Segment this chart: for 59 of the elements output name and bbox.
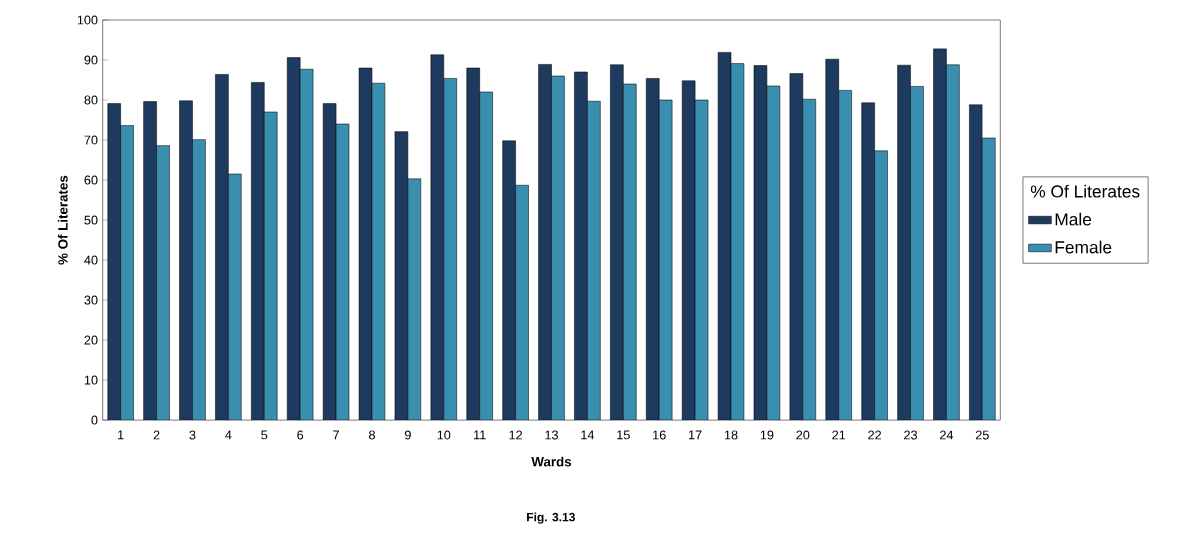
bar [910,86,924,421]
legend-label: Male [1055,212,1092,226]
x-tick-label: 11 [474,430,486,440]
bar [946,64,960,421]
bar [443,78,457,421]
bar [479,91,493,421]
x-tick-label: 19 [760,430,774,440]
x-tick-label: 9 [404,430,411,440]
x-tick-label: 21 [832,430,846,440]
x-tick-label: 5 [261,430,268,440]
bar [264,111,278,421]
x-tick-label: 15 [617,430,630,440]
y-tick-label: 30 [84,295,98,305]
x-tick-label: 12 [509,430,523,440]
y-tick-label: 10 [84,375,98,385]
x-tick-label: 24 [940,430,954,440]
y-tick-label: 100 [77,15,98,25]
legend-title: % Of Literates [1030,184,1140,198]
x-tick-label: 25 [975,430,989,440]
y-axis-title: % Of Literates [57,175,68,265]
x-tick-label: 13 [545,430,558,440]
legend-label: Female [1055,240,1112,254]
x-tick-label: 2 [153,430,160,440]
x-tick-label: 23 [904,430,918,440]
bar [192,139,206,421]
bar [802,98,817,421]
x-tick-label: 17 [689,430,702,440]
y-tick-label: 60 [84,175,98,185]
x-tick-label: 10 [437,430,451,440]
x-tick-label: 3 [189,430,196,440]
x-tick-label: 20 [796,430,810,440]
y-tick-label: 20 [84,335,98,345]
x-tick-label: 22 [868,430,882,440]
y-tick-label: 90 [84,55,98,65]
x-tick-label: 6 [297,430,304,440]
y-tick-label: 80 [84,95,98,105]
y-tick-label: 70 [84,135,98,145]
bar [838,90,852,421]
caption: Fig. 3.13 [527,512,575,524]
x-tick-label: 8 [368,430,375,440]
x-tick-label: 18 [724,430,738,440]
bar [551,75,565,421]
y-tick-label: 50 [84,215,98,225]
bar [982,137,996,421]
bar [587,100,601,421]
x-tick-label: 14 [581,430,595,440]
x-tick-label: 7 [333,430,339,440]
bar [156,145,170,421]
x-tick-label: 1 [118,430,124,440]
bar [874,150,888,421]
x-tick-label: 4 [225,430,232,440]
bar [623,83,637,421]
bar [515,184,529,421]
y-tick-label: 0 [91,415,98,425]
x-axis-title: Wards [531,456,572,467]
x-tick-label: 16 [653,430,666,440]
y-tick-label: 40 [84,255,98,265]
bar [120,125,134,421]
bar [228,173,242,421]
